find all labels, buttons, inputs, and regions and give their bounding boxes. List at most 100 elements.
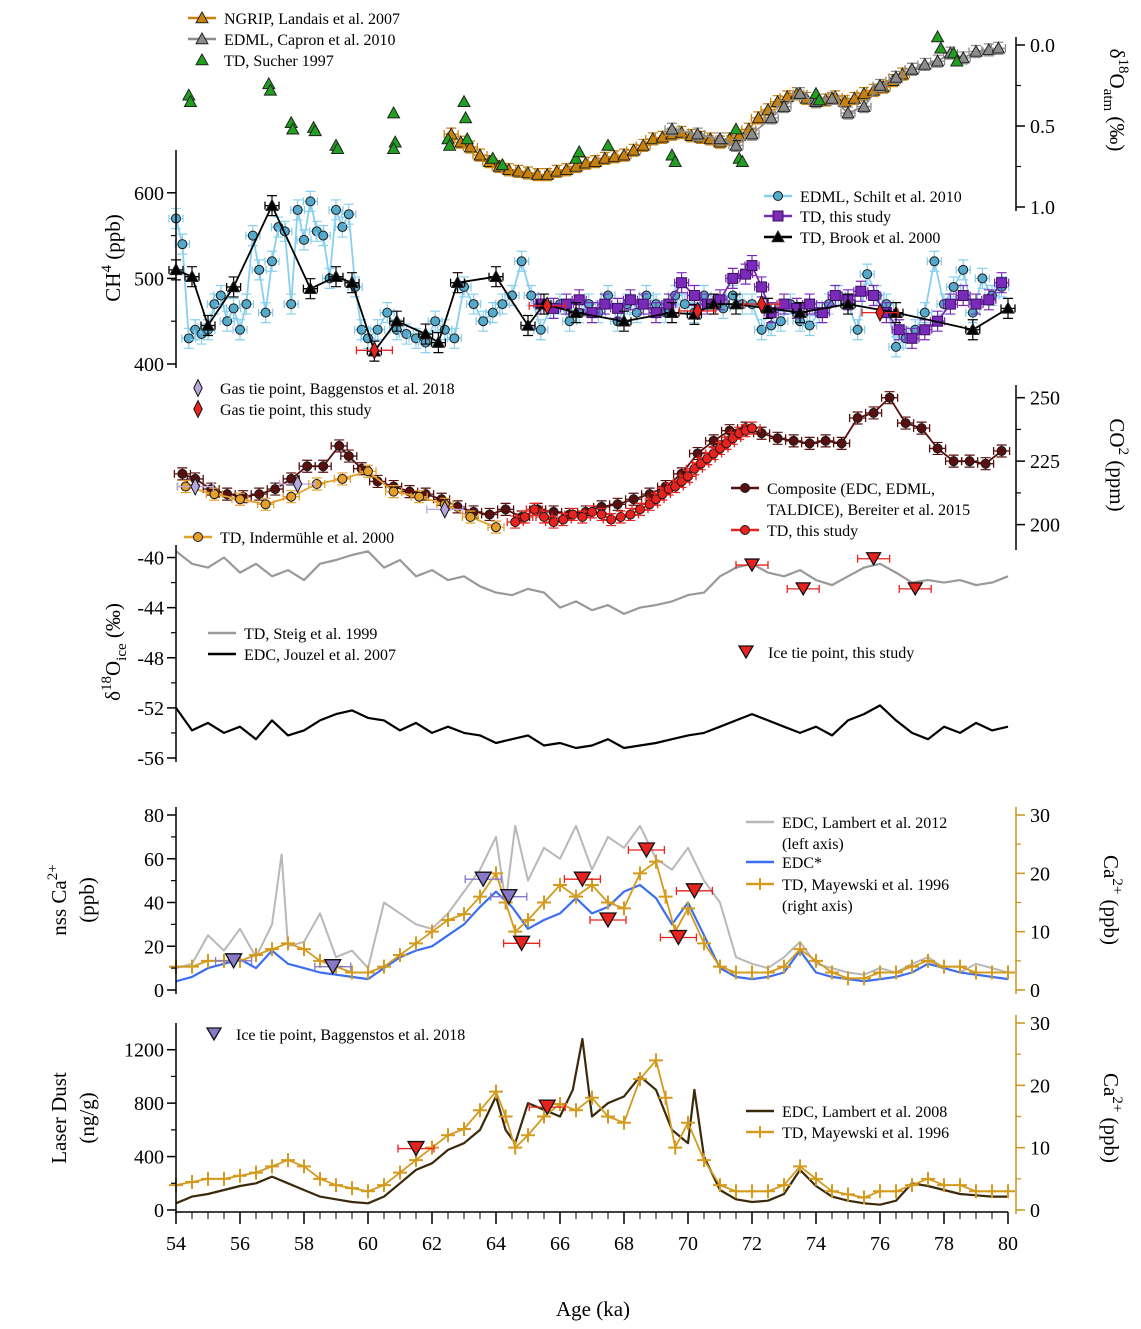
d18o-atm-series-2-point xyxy=(930,29,945,43)
dust-right-tick-label: 10 xyxy=(1030,1138,1050,1160)
co2-series-0-point xyxy=(836,438,847,449)
ch4-series-1-point xyxy=(688,290,700,302)
ch4-series-0-point xyxy=(343,209,354,220)
d18o-atm-ylabel: δ18Oatm (‰) xyxy=(1100,49,1131,152)
ch4-series-0-point xyxy=(430,316,441,327)
dust-series-1-point xyxy=(265,1159,279,1174)
dust-series-1-point xyxy=(873,1184,887,1199)
legend-entry: TD, this study xyxy=(731,523,858,540)
ch4-series-1-point xyxy=(970,298,982,310)
dust-series-1-point xyxy=(1001,1184,1015,1199)
co2-series-3-point xyxy=(292,474,303,494)
ch4-series-0-point xyxy=(228,303,239,314)
dust-right-tick-label: 0 xyxy=(1030,1200,1040,1222)
co2-series-1-point xyxy=(539,512,549,522)
legend-label: EDML, Capron et al. 2010 xyxy=(224,32,396,49)
co2-tick-label: 225 xyxy=(1030,451,1060,473)
dust-series-1-point xyxy=(825,1184,839,1199)
legend-entry: EDML, Schilt et al. 2010 xyxy=(764,189,962,206)
legend-entry: TD, Steig et al. 1999 xyxy=(208,626,377,643)
co2-series-0-point xyxy=(177,468,188,479)
ch4-series-0-point xyxy=(177,239,188,250)
x-tick-label: 60 xyxy=(358,1233,378,1255)
d18o-atm-series-2-point xyxy=(601,138,615,151)
nss-ca-tie-point xyxy=(512,935,531,952)
legend-marker xyxy=(773,191,783,201)
legend-marker xyxy=(772,210,784,222)
nss-ca-right-tick-label: 0 xyxy=(1030,980,1040,1002)
d18o-atm-series-1-point xyxy=(930,54,945,67)
nss-ca-series-2-point xyxy=(633,866,647,881)
ch4-series-0-point xyxy=(449,333,460,344)
ch4-series-0-point xyxy=(929,256,940,267)
legend-marker xyxy=(754,878,766,890)
d18o-atm-series-2-point xyxy=(949,54,964,67)
dust-series-1-point xyxy=(761,1184,775,1199)
ch4-series-0-point xyxy=(215,290,226,301)
legend-label: TALDICE), Bereiter et al. 2015 xyxy=(767,502,970,519)
nss-ca-tie-point xyxy=(224,953,243,970)
x-tick-label: 62 xyxy=(422,1233,442,1255)
ch4-series-1-point xyxy=(746,260,758,272)
ch4-series-0-point xyxy=(286,299,297,310)
ch4-series-1-point xyxy=(804,298,816,310)
legend-marker xyxy=(193,378,203,398)
co2-series-1-point xyxy=(635,504,645,515)
legend-marker xyxy=(193,532,203,542)
ch4-series-1-point xyxy=(855,285,867,297)
co2-series-0-point xyxy=(932,443,943,454)
dust-tick-label: 400 xyxy=(134,1147,164,1169)
ch4-series-0-point xyxy=(852,324,863,335)
co2-series-2-point xyxy=(491,522,501,533)
d18o-atm-series-2-point xyxy=(933,41,948,54)
co2-series-0-point xyxy=(254,489,265,500)
dust-series-1-point xyxy=(713,1178,727,1193)
dust-series-1-point xyxy=(668,1140,683,1155)
ch4-series-2-point xyxy=(729,297,743,310)
nss-ca-series-2-point xyxy=(281,936,295,951)
d18o-atm-series-1-point xyxy=(917,57,932,70)
d18o-atm-series-2-point xyxy=(285,122,300,135)
ch4-series-3-point xyxy=(756,294,767,314)
legend-label: EDC, Lambert et al. 2012 xyxy=(782,815,947,832)
co2-series-3-point xyxy=(440,499,450,519)
legend-label: NGRIP, Landais et al. 2007 xyxy=(224,11,400,28)
d18o-ice-series-0-line xyxy=(175,550,1009,615)
dust-series-1-point xyxy=(441,1128,455,1143)
ch4-series-0-point xyxy=(241,299,252,310)
legend-entry: EDC, Lambert et al. 2008 xyxy=(746,1104,947,1121)
d18o-ice-ylabel-part: (‰) xyxy=(101,603,125,643)
nss-ca-series-2-point xyxy=(185,959,199,974)
ch4-series-2-point xyxy=(617,314,631,327)
co2-series-2-point xyxy=(465,512,476,522)
ch4-series-2-point xyxy=(431,335,446,348)
co2-series-0-point xyxy=(772,433,783,444)
d18o-atm-series-1-point xyxy=(889,70,903,83)
ch4-series-1-point xyxy=(573,294,585,306)
ch4-series-2-point xyxy=(185,269,199,282)
ch4-series-2-point xyxy=(329,269,343,282)
d18o-atm-series-1-point xyxy=(745,127,759,140)
d18o-ice-ylabel-part: O xyxy=(101,661,125,676)
co2-series-2-point xyxy=(363,466,373,477)
d18o-atm-series-0-point xyxy=(847,91,862,104)
d18o-atm-series-2-point xyxy=(812,93,827,106)
nss-ca-tie-point xyxy=(323,959,342,975)
nss-ca-tie-point xyxy=(637,842,656,859)
dust-rlabel-sup: 2+ xyxy=(1109,1096,1125,1112)
ch4-series-0-point xyxy=(356,324,367,335)
legend-label: TD, this study xyxy=(800,209,891,226)
dust-series-1-point xyxy=(697,1153,711,1168)
d18o-atm-tick-label: 0.0 xyxy=(1030,35,1055,57)
nss-ca-series-2-point xyxy=(1001,965,1015,980)
dust-series-1-point xyxy=(185,1174,199,1189)
d18o-ice-tick-label: -40 xyxy=(137,548,164,570)
d18o-atm-series-0-point xyxy=(473,148,487,161)
legend-marker xyxy=(193,399,203,419)
nss-ca-series-2-point xyxy=(697,936,711,951)
nss-ca-series-2-point xyxy=(313,953,327,968)
nss-ca-series-2-point xyxy=(377,959,391,974)
nss-ca-ylabel: nss Ca2+ (ppb) xyxy=(45,864,99,935)
ch4-series-2-point xyxy=(665,305,679,318)
d18o-atm-series-0-line xyxy=(450,68,913,176)
